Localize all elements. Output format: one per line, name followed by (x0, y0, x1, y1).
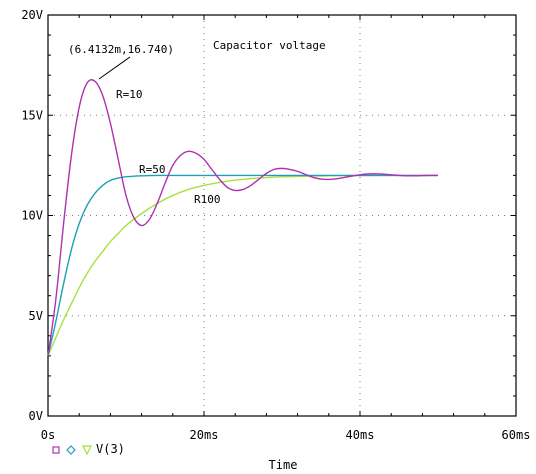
y-tick-label: 15V (21, 108, 43, 122)
series-line-r50 (47, 174, 438, 357)
series-label-r10: R=10 (116, 88, 143, 101)
legend-diamond-marker (66, 445, 76, 455)
x-axis-label: Time (269, 458, 298, 472)
legend-triangle-marker (82, 445, 92, 456)
y-axis-tick-labels: 0V 5V 10V 15V 20V (21, 8, 43, 423)
x-axis-tick-labels: 0s 20ms 40ms 60ms (41, 428, 531, 442)
marker-leader-line (98, 56, 131, 80)
series-line-r10 (47, 79, 439, 356)
legend: V(3) (52, 442, 125, 456)
x-tick-label: 40ms (346, 428, 375, 442)
series-label-r100: R100 (194, 193, 221, 206)
series-lines (47, 79, 439, 357)
marker-label: (6.4132m,16.740) (68, 43, 174, 56)
y-tick-label: 10V (21, 209, 43, 223)
y-tick-label: 0V (29, 409, 43, 423)
series-label-r50: R=50 (139, 163, 166, 176)
x-tick-label: 20ms (190, 428, 219, 442)
chart-annotation-title: Capacitor voltage (213, 39, 326, 52)
y-tick-label: 5V (29, 309, 43, 323)
legend-square-marker (52, 446, 60, 454)
legend-trace-label: V(3) (96, 442, 125, 456)
grid (48, 15, 516, 416)
x-tick-label: 0s (41, 428, 55, 442)
y-tick-label: 20V (21, 8, 43, 22)
x-tick-label: 60ms (502, 428, 531, 442)
